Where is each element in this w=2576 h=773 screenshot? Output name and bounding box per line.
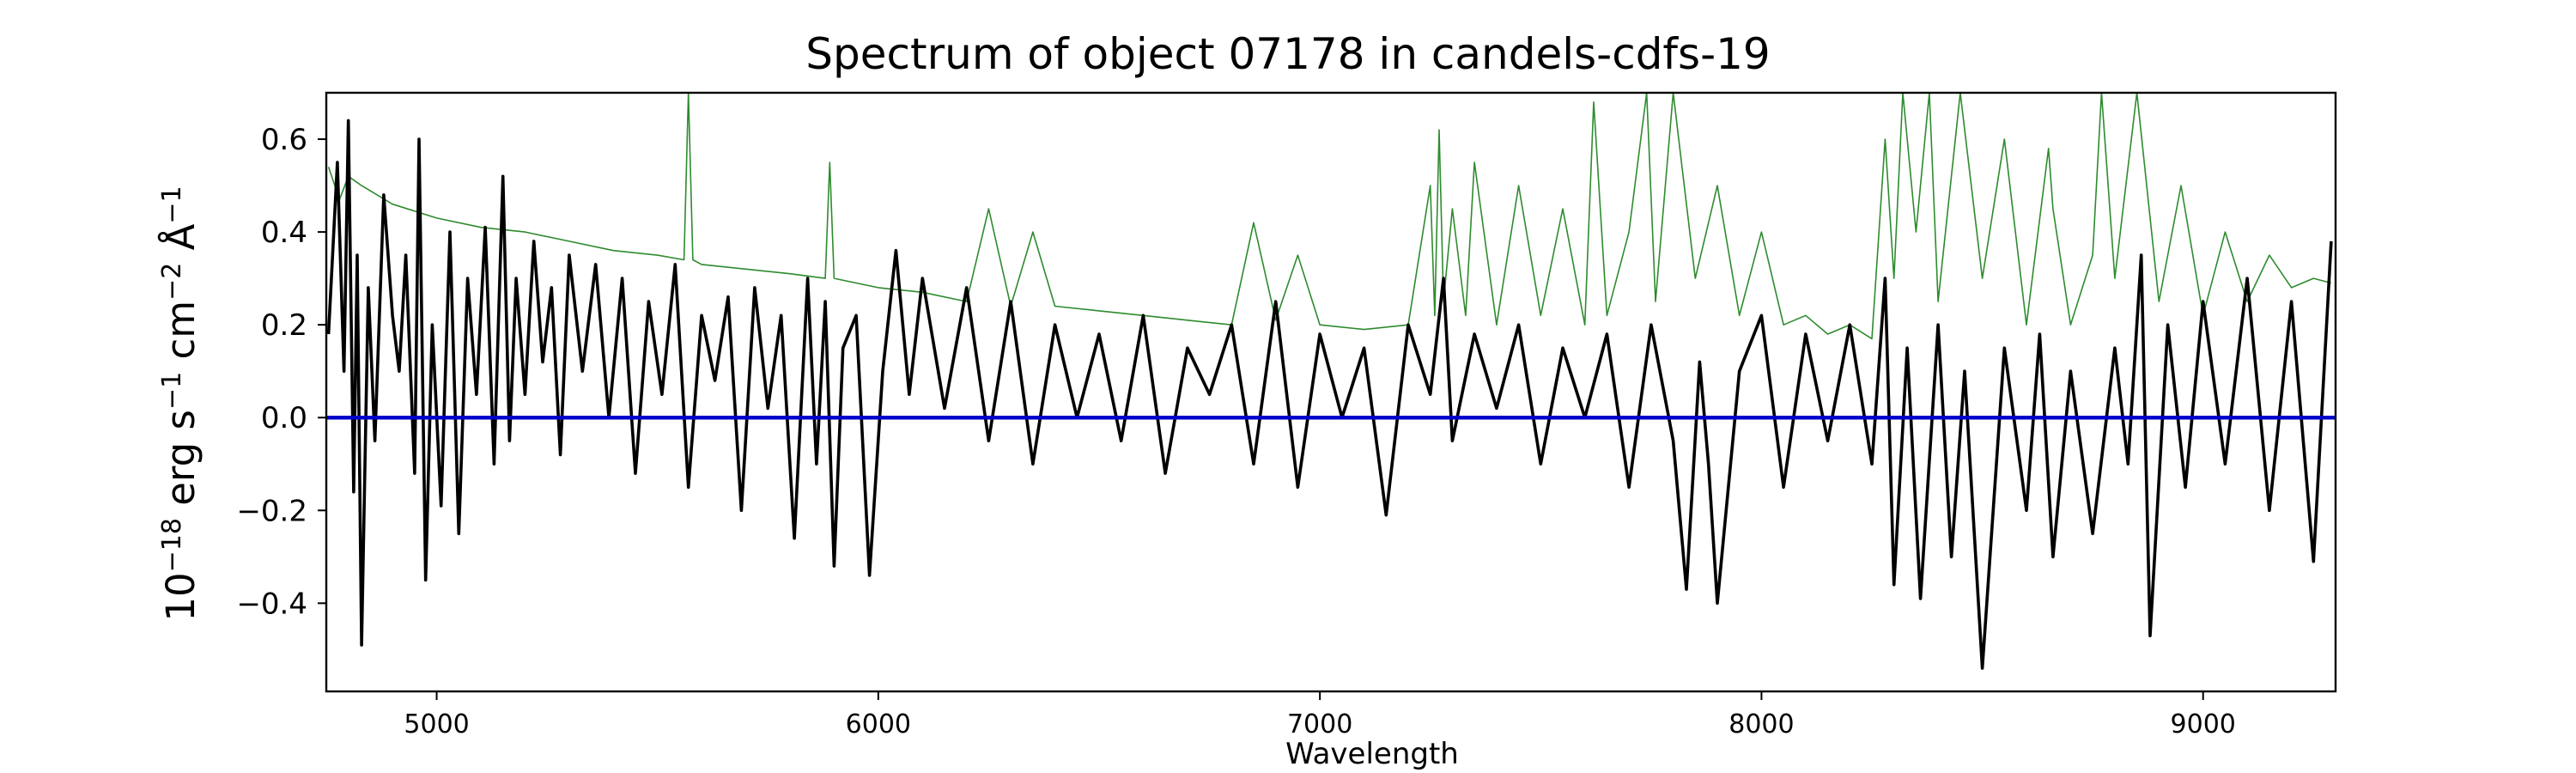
- series-error-line: [327, 93, 2332, 340]
- x-tick-label: 5000: [404, 709, 469, 740]
- plot-frame: [325, 91, 2337, 693]
- y-tick-label: 0.6: [261, 123, 307, 157]
- x-tick-label: 6000: [846, 709, 911, 740]
- series-flux-line: [326, 119, 2333, 670]
- y-tick-label: −0.2: [236, 494, 307, 528]
- x-axis-label: Wavelength: [1285, 737, 1459, 771]
- x-tick-label: 9000: [2171, 709, 2236, 740]
- chart-title: Spectrum of object 07178 in candels-cdfs…: [805, 29, 1771, 79]
- x-tick-label: 8000: [1728, 709, 1794, 740]
- y-tick-label: 0.4: [261, 216, 307, 250]
- y-tick-label: 0.0: [261, 401, 307, 435]
- y-tick-label: 0.2: [261, 308, 307, 343]
- series-layer: [326, 93, 2336, 670]
- x-tick-label: 7000: [1287, 709, 1352, 740]
- axes-layer: 5000 6000 7000 8000 9000 −0.4 −0.2 0.0 0.2 0.4 0.6: [236, 91, 2337, 740]
- y-tick-label: −0.4: [236, 587, 307, 621]
